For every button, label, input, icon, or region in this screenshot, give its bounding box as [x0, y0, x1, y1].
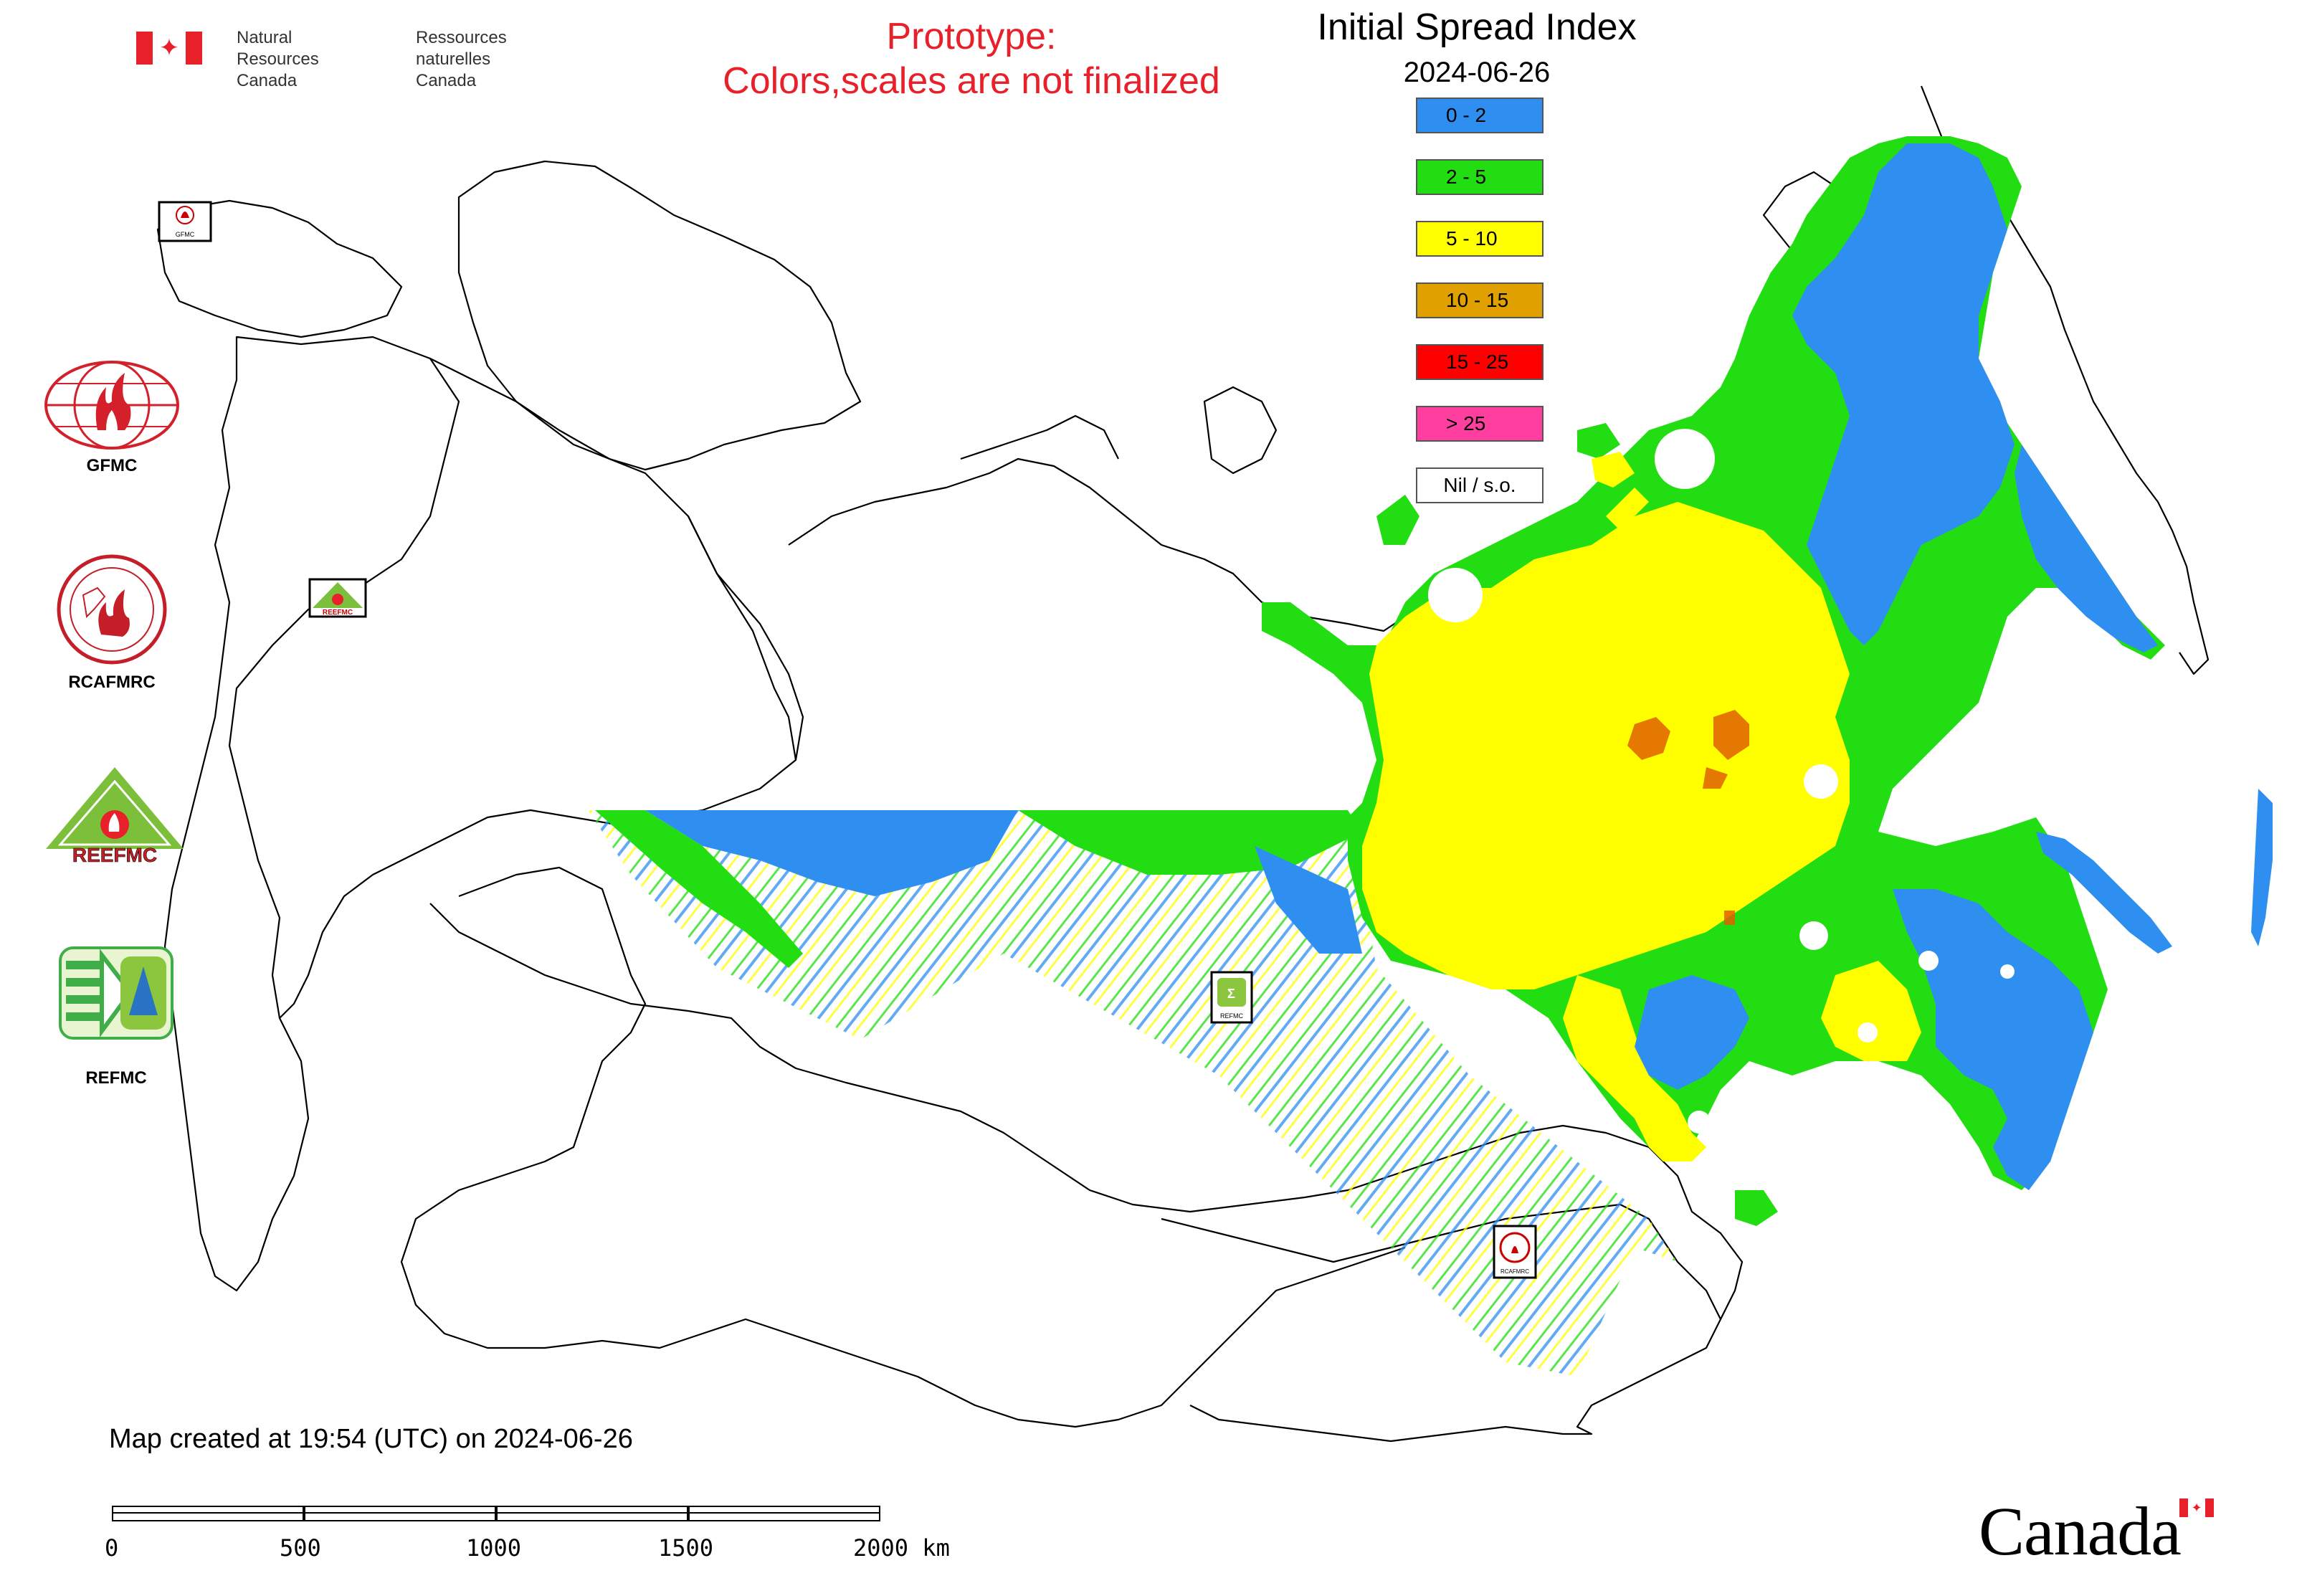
northwest-outline	[156, 199, 403, 338]
scale-segment-1	[112, 1506, 304, 1521]
marker-refmc-label: REFMC	[1220, 1012, 1243, 1020]
refmc-logo: REFMC	[59, 946, 173, 1088]
map-created-text: Map created at 19:54 (UTC) on 2024-06-26	[109, 1424, 633, 1454]
region-blue-northeast	[1792, 143, 2015, 645]
region-orange-1	[1627, 717, 1670, 760]
nil-hole-9	[2000, 964, 2015, 979]
region-green-northeast-islands	[1577, 423, 1620, 459]
western-regions-outline	[163, 336, 460, 1292]
nil-hole-1	[1655, 429, 1715, 489]
gfmc-globe-icon	[44, 361, 179, 450]
region-yellow-north-islet	[1592, 452, 1635, 488]
streak-artifacts	[588, 810, 1678, 1377]
marker-rcafmrc: RCAFMRC	[1493, 1225, 1537, 1279]
legend-item-15-25: 15 - 25	[1416, 344, 1544, 380]
region-orange-2	[1713, 710, 1749, 760]
region-orange-3	[1703, 767, 1728, 789]
legend-item-5-10: 5 - 10	[1416, 221, 1544, 257]
coast-north2-outline	[1203, 386, 1278, 475]
agency-fr-line2: Canada	[416, 71, 477, 90]
marker-gfmc: GFMC	[158, 201, 212, 242]
wordmark-flag-icon: ✦	[2179, 1498, 2214, 1517]
map-markers: GFMC REEFMC Σ REFMC RCAFMRC	[158, 201, 1537, 1279]
scale-label-0: 0	[105, 1534, 119, 1562]
blue-band-mid	[1255, 846, 1362, 954]
reefmc-triangle-icon: REEFMC	[46, 767, 184, 866]
region-yellow	[1362, 502, 1850, 989]
rcafmrc-logo: RCAFMRC	[54, 552, 169, 695]
prototype-line1: Prototype:	[886, 16, 1057, 57]
rcafmrc-seal-icon	[57, 554, 167, 665]
central-asia-outline	[400, 866, 1406, 1428]
scale-segment-3	[496, 1506, 688, 1521]
region-orange-4	[1724, 911, 1735, 925]
marker-rcafmrc-label: RCAFMRC	[1500, 1268, 1529, 1275]
gfmc-label: GFMC	[86, 456, 138, 475]
scale-segment-4	[688, 1506, 880, 1521]
region-blue-southeast	[1893, 889, 2093, 1190]
nil-hole-3	[1804, 764, 1838, 799]
scale-label-1500: 1500	[658, 1534, 714, 1562]
region-yellow-southeast	[1821, 961, 1921, 1061]
nil-hole-5	[1918, 951, 1939, 971]
map-date: 2024-06-26	[1403, 57, 1551, 88]
region-blue-island	[2251, 789, 2273, 946]
legend-item-nil: Nil / s.o.	[1416, 467, 1544, 503]
marker-reefmc: REEFMC	[308, 578, 367, 618]
spread-index-field	[1262, 136, 2273, 1226]
blue-band-west	[645, 810, 1018, 896]
scale-segment-2	[304, 1506, 496, 1521]
scale-label-500: 500	[280, 1534, 321, 1562]
reefmc-wordmark: REEFMC	[72, 844, 157, 866]
scale-bar	[112, 1506, 880, 1521]
refmc-label: REFMC	[85, 1068, 147, 1088]
nil-hole-2	[1428, 568, 1483, 622]
central-divider-outline	[688, 516, 797, 761]
region-green-south-islet	[1735, 1190, 1778, 1226]
reefmc-logo: REEFMC	[37, 764, 192, 872]
agency-name-en: Natural Resources Canada	[237, 27, 319, 92]
canada-flag-icon: ✦	[136, 32, 202, 65]
marker-refmc: Σ REFMC	[1210, 971, 1253, 1024]
nil-hole-7	[1688, 1111, 1711, 1134]
marker-gfmc-label: GFMC	[176, 231, 195, 238]
region-yellow-south	[1563, 975, 1706, 1162]
scale-label-2000: 2000 km	[853, 1534, 950, 1562]
map-title: Initial Spread Index	[1317, 6, 1637, 48]
region-yellow-north	[1606, 488, 1649, 531]
gfmc-logo: GFMC	[40, 358, 184, 484]
boundary-lines	[156, 85, 2210, 1443]
green-band-west	[595, 810, 803, 968]
arctic-coast-outline	[788, 457, 1406, 632]
scale-label-1000: 1000	[466, 1534, 522, 1562]
coast-north-outline	[960, 414, 1119, 460]
south-region-outline	[1648, 1146, 1744, 1320]
marker-reefmc-label: REEFMC	[323, 609, 353, 617]
legend-item-2-5: 2 - 5	[1416, 159, 1544, 195]
region-green-north-islands	[1376, 495, 1419, 545]
legend-item-gt25: > 25	[1416, 406, 1544, 442]
legend-item-10-15: 10 - 15	[1416, 282, 1544, 318]
region-blue-sakhalin	[2036, 832, 2172, 954]
prototype-line2: Colors,scales are not finalized	[723, 60, 1220, 102]
nil-hole-4	[1799, 921, 1828, 950]
streak-band-west	[588, 810, 1678, 1377]
region-blue-south	[1635, 975, 1749, 1090]
canada-wordmark: Canada	[1979, 1493, 2182, 1569]
svg-text:Σ: Σ	[1227, 987, 1235, 1001]
legend-item-0-2: 0 - 2	[1416, 98, 1544, 133]
agency-fr-line1: Ressources naturelles	[416, 28, 507, 69]
agency-en-line2: Canada	[237, 71, 298, 90]
scale-midline	[112, 1512, 880, 1514]
agency-name-fr: Ressources naturelles Canada	[416, 27, 507, 92]
region-blue-coastal	[2015, 445, 2158, 652]
nil-hole-6	[1858, 1022, 1878, 1042]
refmc-sigma-icon	[59, 946, 173, 1040]
nil-hole-8	[2081, 1110, 2098, 1127]
agency-en-line1: Natural Resources	[237, 28, 319, 69]
rcafmrc-label: RCAFMRC	[68, 673, 156, 692]
scandinavia-outline	[457, 160, 862, 471]
prototype-notice: Prototype: Colors,scales are not finaliz…	[624, 14, 1319, 103]
